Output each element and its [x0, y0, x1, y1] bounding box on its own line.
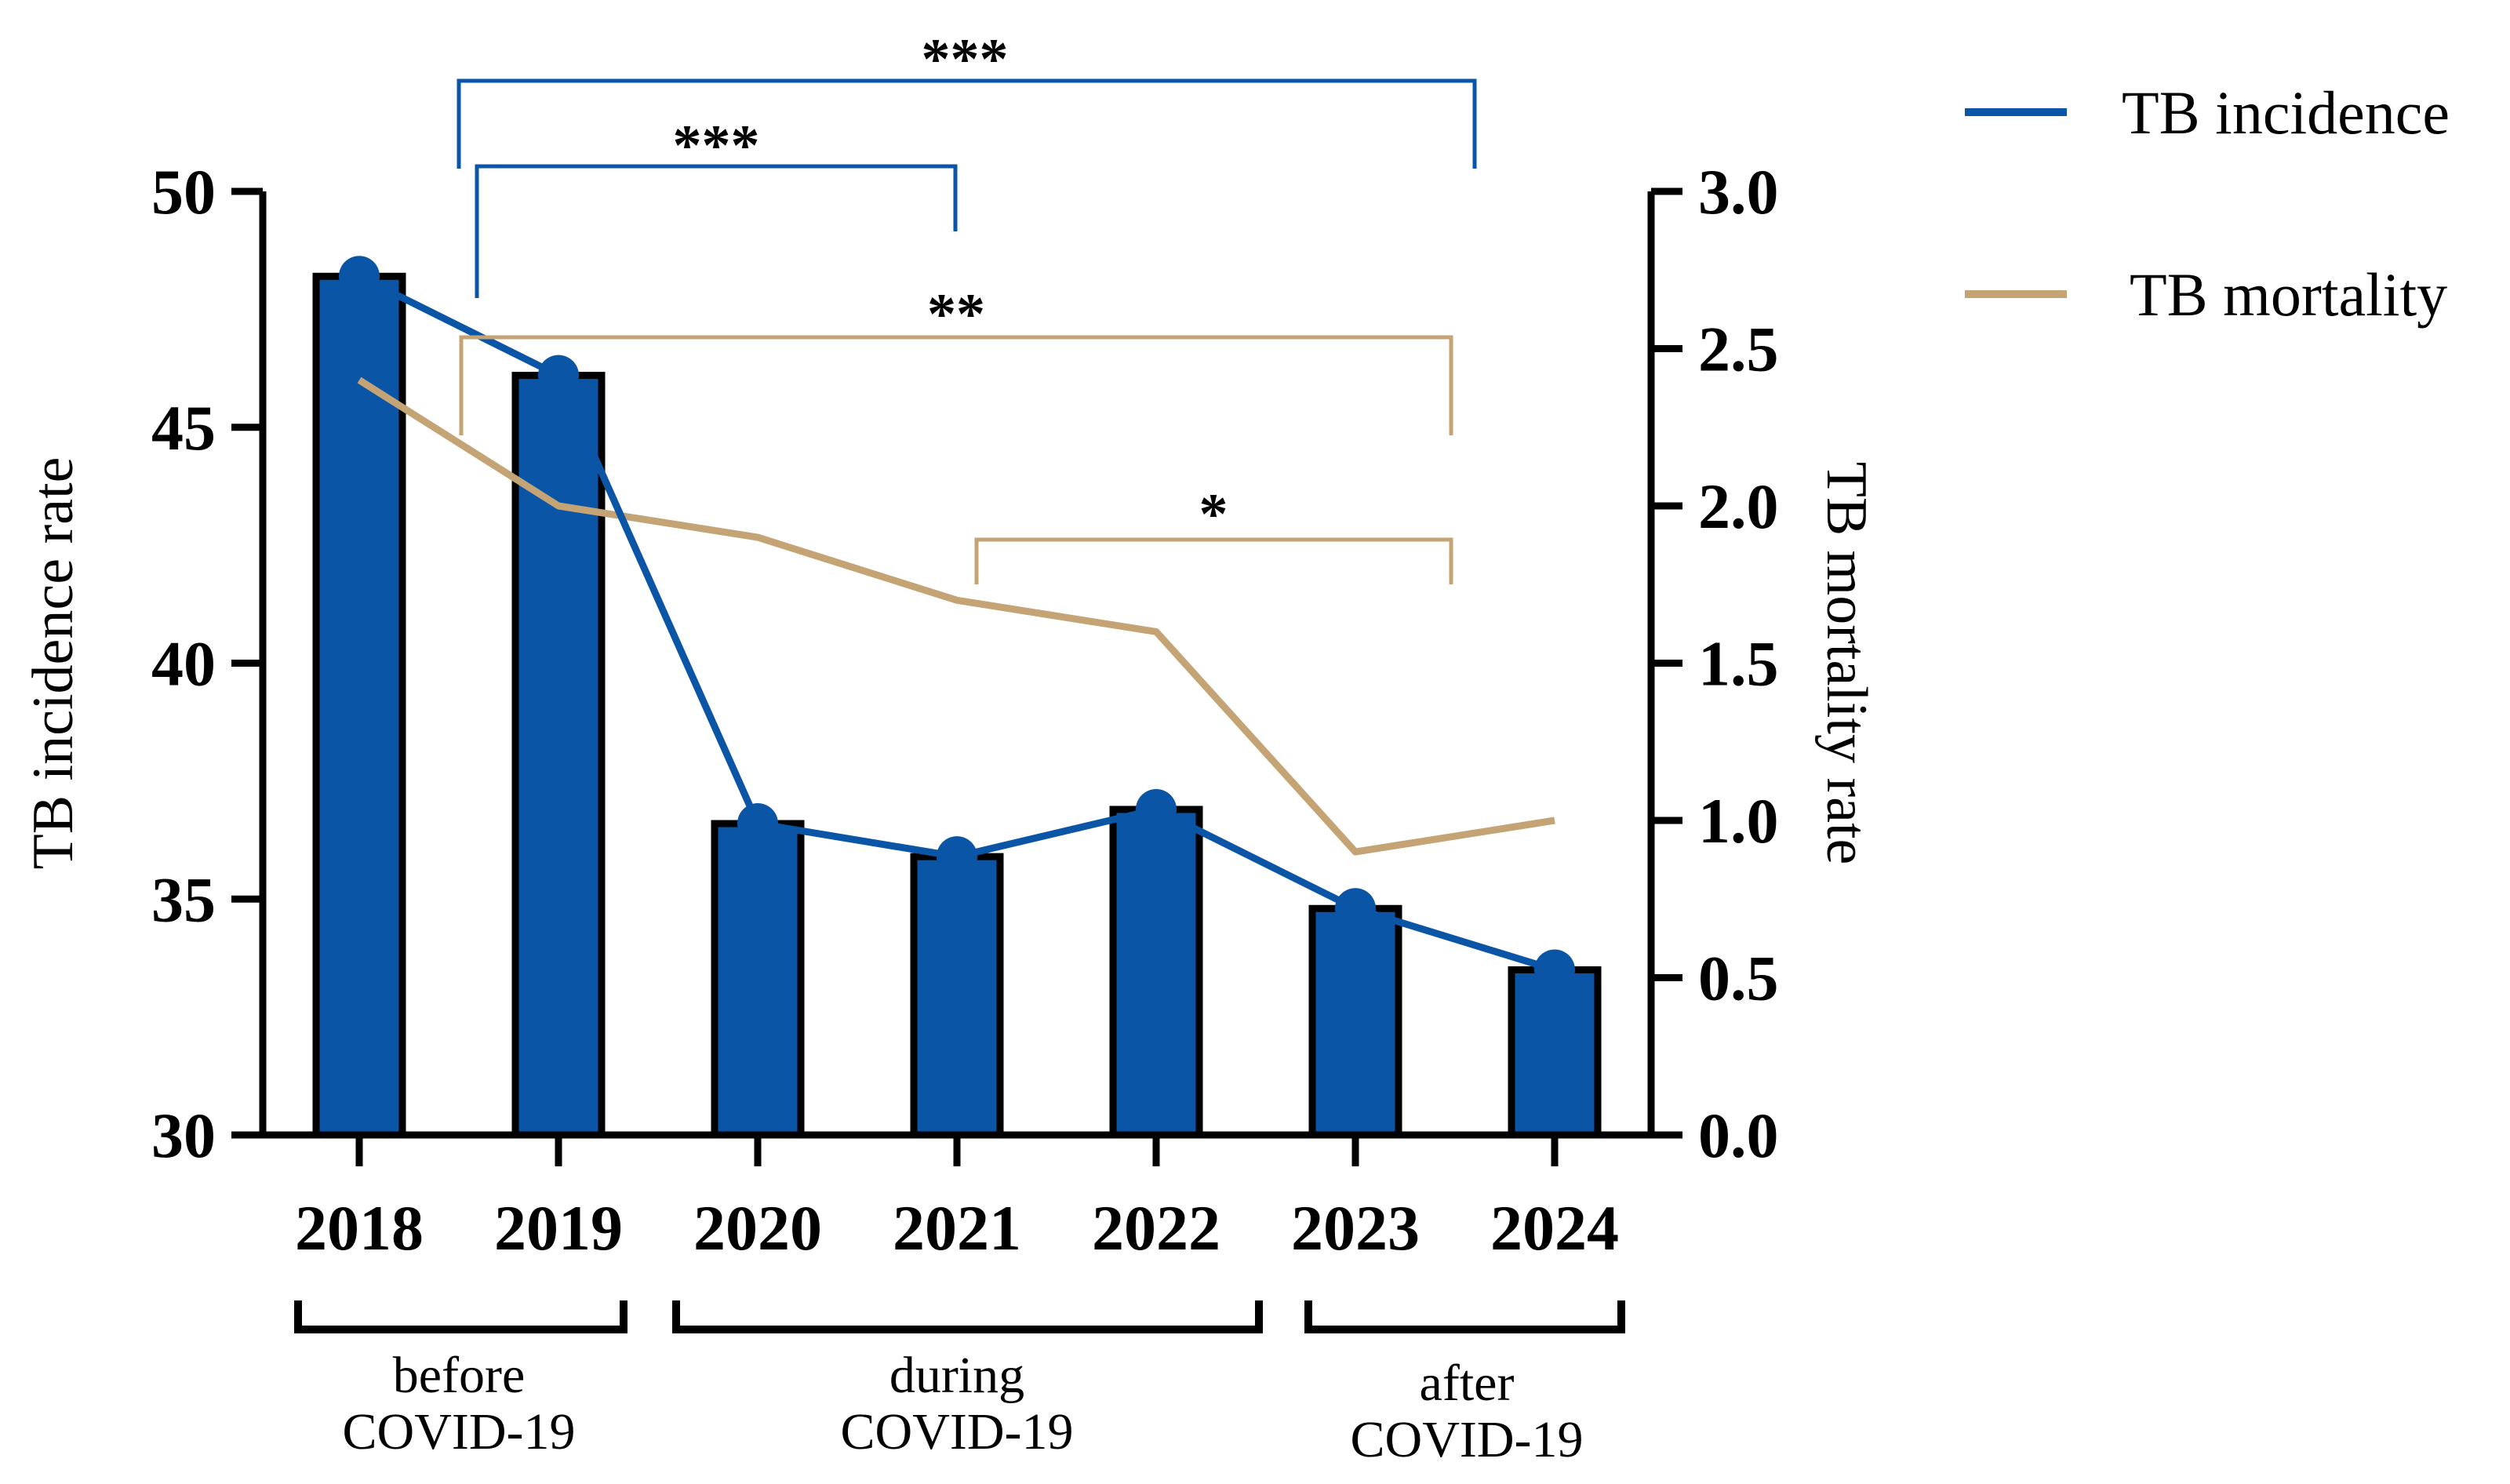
bars-layer	[312, 272, 1602, 1139]
left-tick-label: 45	[151, 392, 216, 464]
significance-layer: *********	[457, 27, 1477, 584]
x-tick-label: 2024	[1490, 1192, 1619, 1264]
significance-bracket-1	[457, 78, 1477, 169]
bar-2023	[1308, 904, 1402, 1139]
significance-label-4: *	[1199, 482, 1228, 547]
left-tick-label: 50	[151, 156, 216, 227]
significance-bracket-3	[459, 335, 1453, 435]
incidence-point-2019	[538, 355, 579, 396]
x-tick-label: 2020	[693, 1192, 822, 1264]
incidence-point-2018	[339, 256, 380, 297]
significance-bracket-4	[974, 537, 1453, 584]
x-tick-label: 2019	[494, 1192, 623, 1264]
period-label-line2: COVID-19	[343, 1403, 576, 1460]
period-label-line2: COVID-19	[1351, 1411, 1584, 1468]
periods-layer: beforeCOVID-19duringCOVID-19afterCOVID-1…	[294, 1300, 1625, 1468]
significance-label-2: ***	[673, 114, 760, 178]
incidence-point-2024	[1534, 949, 1575, 991]
legend-label-2: TB mortality	[2130, 260, 2447, 329]
incidence-point-2023	[1335, 888, 1376, 929]
right-tick-label: 0.0	[1698, 1100, 1779, 1171]
x-tick-label: 2021	[893, 1192, 1021, 1264]
mortality-line	[357, 376, 1555, 856]
lines-layer	[339, 256, 1575, 991]
period-bracket-2	[672, 1300, 1263, 1333]
right-tick-label: 2.0	[1698, 471, 1779, 542]
axes-layer: 30 35 40 45 50 0.0 0.5 1.0 1.5 2.0 2.5 3.0 2018 2019 2…	[21, 156, 1879, 1264]
right-tick-label: 1.5	[1698, 628, 1779, 700]
right-tick-label: 2.5	[1698, 314, 1779, 385]
y-axis-title: TB incidence rate	[21, 457, 85, 870]
left-tick-label: 30	[151, 1100, 216, 1171]
period-label-line2: COVID-19	[841, 1403, 1074, 1460]
legend: TB incidence TB mortality	[1965, 78, 2450, 329]
bar-2021	[910, 853, 1004, 1139]
legend-label-1: TB incidence	[2122, 78, 2450, 147]
period-label-line1: before	[393, 1347, 526, 1404]
incidence-point-2022	[1136, 788, 1177, 830]
period-bracket-3	[1304, 1300, 1625, 1333]
right-tick-label: 3.0	[1698, 156, 1779, 227]
bar-2020	[711, 820, 805, 1139]
bar-2022	[1109, 806, 1203, 1139]
period-label-line1: after	[1420, 1355, 1515, 1412]
period-bracket-1	[294, 1300, 628, 1333]
y2-axis-title: TB mortality rate	[1814, 462, 1879, 865]
incidence-point-2020	[737, 803, 778, 845]
bar-2018	[312, 272, 406, 1139]
x-tick-label: 2018	[295, 1192, 424, 1264]
x-tick-label: 2022	[1092, 1192, 1220, 1264]
period-label-line1: during	[889, 1347, 1024, 1404]
incidence-point-2021	[937, 836, 977, 878]
x-tick-label: 2023	[1291, 1192, 1420, 1264]
bar-2024	[1508, 966, 1602, 1139]
left-tick-label: 40	[151, 628, 216, 700]
left-tick-label: 35	[151, 864, 216, 935]
significance-label-3: **	[927, 282, 985, 347]
significance-label-1: ***	[922, 27, 1009, 92]
significance-bracket-2	[475, 164, 958, 298]
right-tick-label: 1.0	[1698, 785, 1779, 857]
right-tick-label: 0.5	[1698, 943, 1779, 1014]
